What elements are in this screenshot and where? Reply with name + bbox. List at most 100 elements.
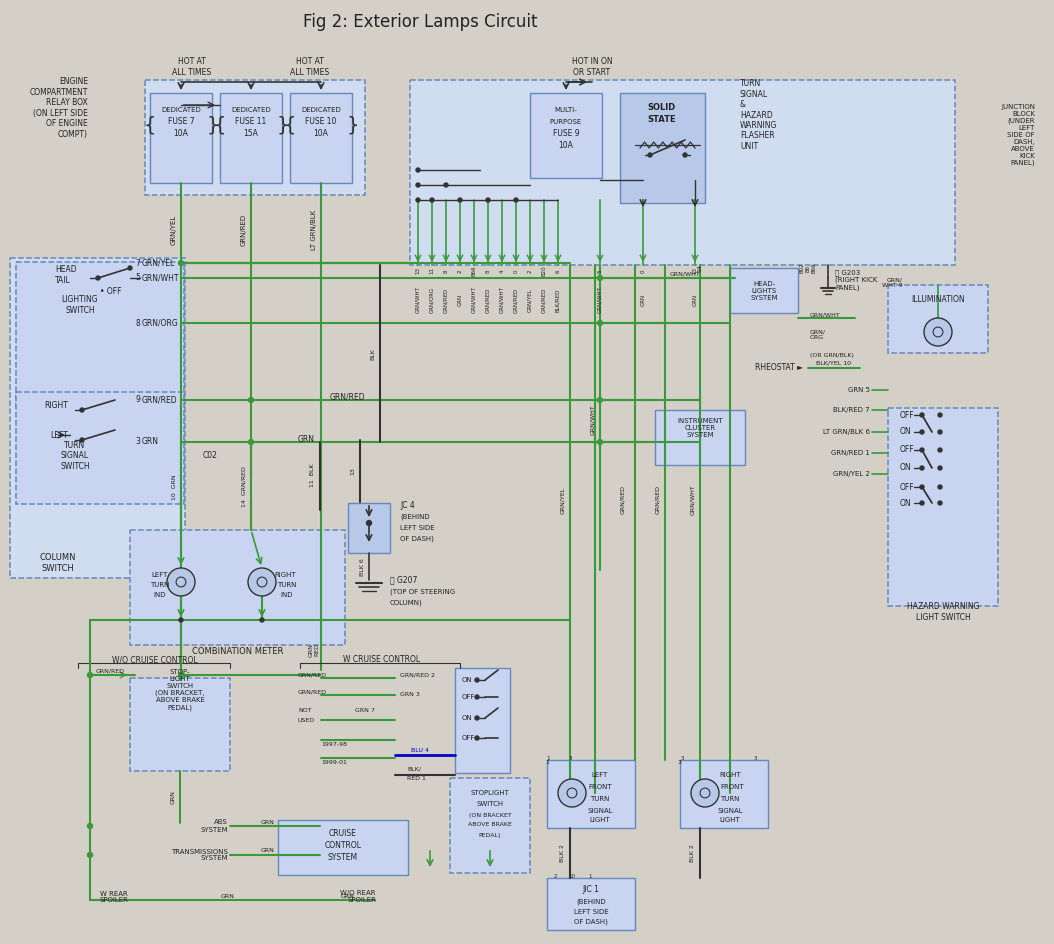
Text: LEFT SIDE: LEFT SIDE bbox=[573, 909, 608, 915]
Text: GRN/WHT: GRN/WHT bbox=[415, 287, 421, 313]
Text: HAZARD WARNING
LIGHT SWITCH: HAZARD WARNING LIGHT SWITCH bbox=[906, 602, 979, 622]
Text: HEAD
TAIL: HEAD TAIL bbox=[55, 265, 77, 285]
Text: 3: 3 bbox=[568, 755, 571, 761]
Text: • OFF: • OFF bbox=[100, 288, 121, 296]
Text: GRN: GRN bbox=[298, 434, 315, 444]
Circle shape bbox=[87, 672, 93, 678]
Circle shape bbox=[691, 779, 719, 807]
Bar bbox=[455, 668, 510, 773]
Text: BLK 2: BLK 2 bbox=[561, 844, 566, 862]
Text: GRN/RED 1: GRN/RED 1 bbox=[832, 450, 870, 456]
Circle shape bbox=[475, 678, 479, 682]
Circle shape bbox=[430, 198, 434, 202]
Text: 15A: 15A bbox=[243, 129, 258, 139]
Bar bbox=[16, 262, 184, 410]
Text: LT GRN/BLK 6: LT GRN/BLK 6 bbox=[823, 429, 870, 435]
Text: SYSTEM: SYSTEM bbox=[328, 852, 358, 862]
Text: (BEHIND: (BEHIND bbox=[577, 899, 606, 905]
Text: GRN 5: GRN 5 bbox=[848, 387, 870, 393]
Text: ON: ON bbox=[900, 498, 912, 508]
Circle shape bbox=[920, 448, 924, 452]
Text: GRN/WHT: GRN/WHT bbox=[669, 272, 700, 277]
Text: RED 1: RED 1 bbox=[407, 777, 426, 782]
Text: 10A: 10A bbox=[313, 129, 329, 139]
Text: FUSE 9: FUSE 9 bbox=[552, 129, 580, 139]
Text: {: { bbox=[214, 115, 227, 134]
Text: OFF: OFF bbox=[900, 482, 915, 492]
Text: GRN/RED: GRN/RED bbox=[444, 287, 449, 312]
Circle shape bbox=[648, 153, 652, 157]
Text: 7: 7 bbox=[135, 259, 140, 267]
Text: W REAR
SPOILER: W REAR SPOILER bbox=[100, 890, 129, 903]
Text: COLUMN): COLUMN) bbox=[390, 599, 423, 606]
Circle shape bbox=[558, 779, 586, 807]
Bar bbox=[290, 93, 352, 183]
Text: RHEOSTAT ►: RHEOSTAT ► bbox=[755, 363, 803, 373]
Text: GRN/ORG: GRN/ORG bbox=[429, 287, 434, 313]
Text: COLUMN
SWITCH: COLUMN SWITCH bbox=[40, 553, 76, 573]
Text: ON: ON bbox=[900, 428, 912, 436]
Text: LEFT: LEFT bbox=[591, 772, 608, 778]
Text: (ON BRACKET: (ON BRACKET bbox=[469, 813, 511, 818]
Text: PEDAL): PEDAL) bbox=[479, 833, 502, 837]
Text: JUNCTION
BLOCK
(UNDER
LEFT
SIDE OF
DASH,
ABOVE
KICK
PANEL): JUNCTION BLOCK (UNDER LEFT SIDE OF DASH,… bbox=[1001, 104, 1035, 166]
Text: GRN/RED: GRN/RED bbox=[330, 393, 366, 401]
Text: 5: 5 bbox=[598, 269, 603, 273]
Bar bbox=[889, 285, 988, 353]
Circle shape bbox=[598, 397, 603, 402]
Text: NOT: NOT bbox=[298, 707, 312, 713]
Text: JIC 1: JIC 1 bbox=[583, 885, 600, 895]
Text: TURN: TURN bbox=[720, 796, 740, 802]
Text: GRN/RED: GRN/RED bbox=[298, 689, 327, 695]
Text: GRN: GRN bbox=[171, 790, 176, 804]
Text: GRN
RED: GRN RED bbox=[309, 643, 319, 657]
Text: GRN: GRN bbox=[221, 894, 235, 899]
Bar bbox=[680, 760, 768, 828]
Text: RIGHT: RIGHT bbox=[44, 401, 69, 411]
Text: {: { bbox=[284, 115, 296, 134]
Text: 2: 2 bbox=[553, 874, 557, 880]
Text: }: } bbox=[347, 115, 359, 134]
Text: B20: B20 bbox=[542, 265, 547, 277]
Text: TURN: TURN bbox=[277, 582, 296, 588]
Bar bbox=[16, 392, 184, 504]
Text: HOT IN ON
OR START: HOT IN ON OR START bbox=[571, 58, 612, 76]
Text: TURN: TURN bbox=[151, 582, 170, 588]
Text: GRN/YEL: GRN/YEL bbox=[142, 259, 175, 267]
Text: 10  GRN: 10 GRN bbox=[172, 474, 176, 499]
Text: 4: 4 bbox=[500, 269, 505, 273]
Text: 3: 3 bbox=[754, 755, 757, 761]
Circle shape bbox=[938, 448, 942, 452]
Circle shape bbox=[920, 430, 924, 434]
Text: DEDICATED: DEDICATED bbox=[161, 107, 201, 113]
Text: 8: 8 bbox=[444, 269, 449, 273]
Text: OFF: OFF bbox=[462, 735, 475, 741]
Text: (OR GRN/BLK): (OR GRN/BLK) bbox=[811, 352, 854, 358]
Bar bbox=[620, 93, 705, 203]
Text: HEAD-
LIGHTS
SYSTEM: HEAD- LIGHTS SYSTEM bbox=[750, 281, 778, 301]
Text: 1: 1 bbox=[588, 874, 591, 880]
Circle shape bbox=[683, 153, 687, 157]
Text: (TOP OF STEERING: (TOP OF STEERING bbox=[390, 589, 455, 596]
Text: GRN/YEL 2: GRN/YEL 2 bbox=[833, 471, 870, 477]
Circle shape bbox=[598, 276, 603, 280]
Text: STATE: STATE bbox=[648, 115, 677, 125]
Text: B02
B6
B66: B02 B6 B66 bbox=[800, 262, 816, 274]
Text: ON: ON bbox=[462, 715, 472, 721]
Text: GRN: GRN bbox=[641, 294, 645, 306]
Text: Fig 2: Exterior Lamps Circuit: Fig 2: Exterior Lamps Circuit bbox=[302, 13, 538, 31]
Text: GRN: GRN bbox=[261, 819, 275, 824]
Bar bbox=[889, 408, 998, 606]
Text: GRN/RED: GRN/RED bbox=[542, 287, 547, 312]
Text: USED: USED bbox=[298, 717, 315, 722]
Text: LIGHTING
SWITCH: LIGHTING SWITCH bbox=[62, 295, 98, 314]
Bar bbox=[220, 93, 282, 183]
Text: LT GRN/BLK: LT GRN/BLK bbox=[311, 210, 317, 250]
Text: LEFT SIDE: LEFT SIDE bbox=[401, 525, 434, 531]
Text: BLU 4: BLU 4 bbox=[411, 748, 429, 752]
Circle shape bbox=[938, 430, 942, 434]
Text: C02: C02 bbox=[202, 450, 217, 460]
Text: GRN/ORG: GRN/ORG bbox=[142, 318, 179, 328]
Text: CONTROL: CONTROL bbox=[325, 840, 362, 850]
Text: ABS
SYSTEM: ABS SYSTEM bbox=[200, 819, 228, 833]
